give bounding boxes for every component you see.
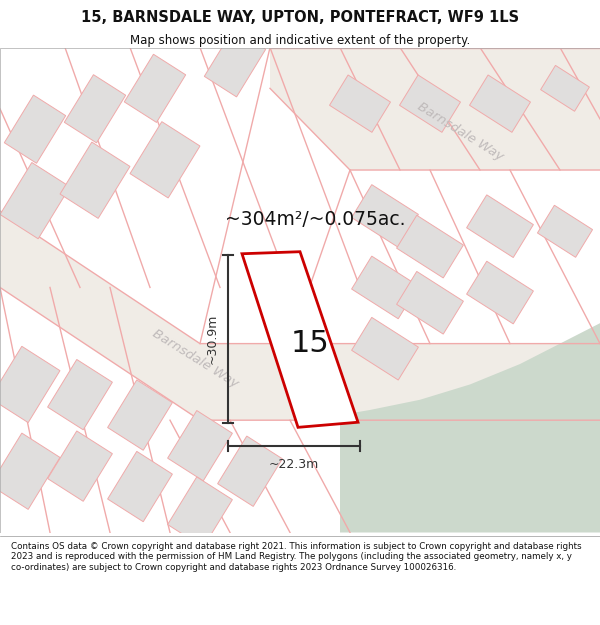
- Polygon shape: [167, 411, 232, 481]
- Polygon shape: [397, 271, 463, 334]
- Text: Barnsdale Way: Barnsdale Way: [149, 328, 241, 391]
- Polygon shape: [541, 66, 589, 111]
- Polygon shape: [0, 162, 70, 239]
- Polygon shape: [352, 318, 418, 380]
- Polygon shape: [47, 431, 112, 501]
- Polygon shape: [107, 451, 172, 522]
- Text: 15, BARNSDALE WAY, UPTON, PONTEFRACT, WF9 1LS: 15, BARNSDALE WAY, UPTON, PONTEFRACT, WF…: [81, 11, 519, 26]
- Polygon shape: [397, 215, 463, 278]
- Polygon shape: [0, 433, 60, 509]
- Polygon shape: [467, 261, 533, 324]
- Text: ~30.9m: ~30.9m: [205, 314, 218, 364]
- Polygon shape: [242, 252, 358, 428]
- Polygon shape: [64, 74, 125, 143]
- Polygon shape: [4, 95, 65, 163]
- Polygon shape: [352, 184, 418, 248]
- Polygon shape: [470, 75, 530, 132]
- Polygon shape: [130, 122, 200, 198]
- Polygon shape: [340, 323, 600, 532]
- Polygon shape: [205, 29, 266, 97]
- Polygon shape: [124, 54, 185, 122]
- Text: 15: 15: [290, 329, 329, 358]
- Polygon shape: [167, 477, 232, 548]
- Polygon shape: [270, 48, 600, 170]
- Text: Map shows position and indicative extent of the property.: Map shows position and indicative extent…: [130, 34, 470, 48]
- Text: Contains OS data © Crown copyright and database right 2021. This information is : Contains OS data © Crown copyright and d…: [11, 542, 581, 571]
- Text: ~304m²/~0.075ac.: ~304m²/~0.075ac.: [225, 209, 405, 229]
- Polygon shape: [329, 75, 391, 132]
- Text: ~22.3m: ~22.3m: [269, 458, 319, 471]
- Polygon shape: [467, 195, 533, 258]
- Polygon shape: [538, 205, 593, 258]
- Polygon shape: [352, 256, 418, 319]
- Polygon shape: [400, 75, 460, 132]
- Polygon shape: [218, 436, 283, 506]
- Polygon shape: [0, 346, 60, 423]
- Polygon shape: [0, 211, 600, 420]
- Polygon shape: [60, 142, 130, 218]
- Polygon shape: [47, 359, 112, 430]
- Polygon shape: [107, 380, 172, 450]
- Text: Barnsdale Way: Barnsdale Way: [415, 99, 505, 163]
